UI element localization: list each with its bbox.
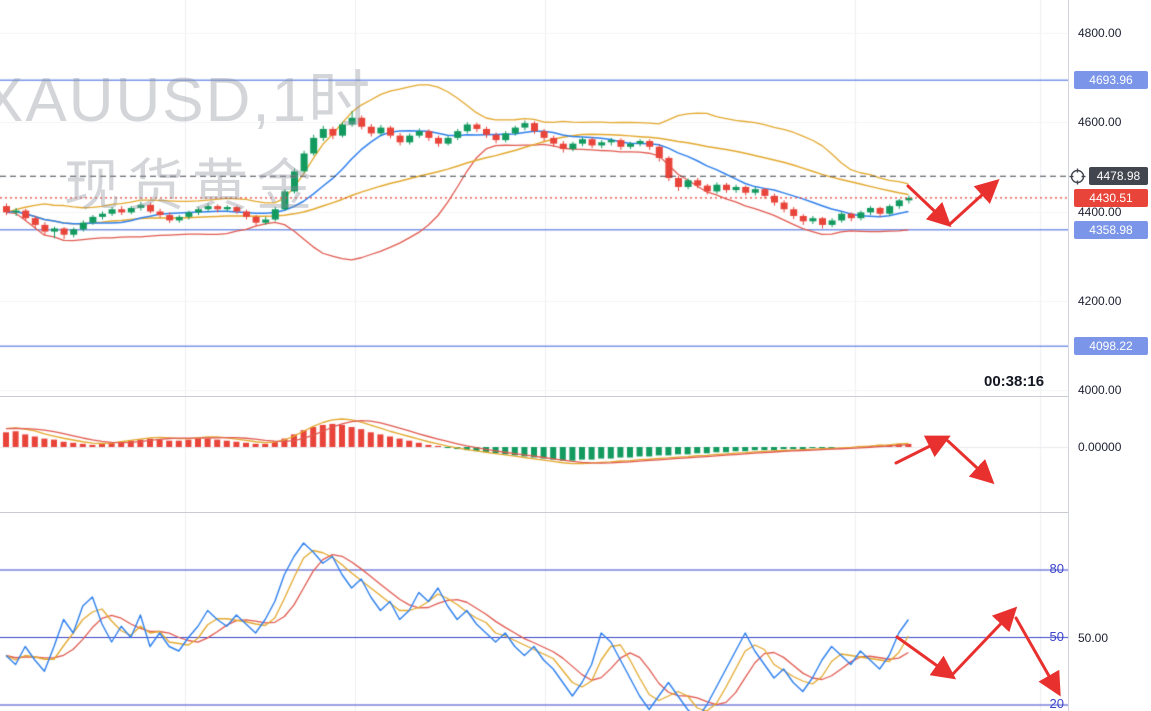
- crosshair-price-badge[interactable]: 4478.98: [1089, 167, 1148, 186]
- candle-countdown: 00:38:16: [984, 373, 1045, 390]
- level-price-badge[interactable]: 4693.96: [1074, 71, 1148, 90]
- stoch-panel-canvas[interactable]: [0, 513, 1068, 711]
- stoch-guide-label: 50: [1049, 628, 1064, 644]
- panel-separator[interactable]: [0, 396, 1151, 397]
- price-axis[interactable]: 4800.00 4600.00 4400.00 4200.00 4000.00 4693.…: [1068, 0, 1151, 711]
- price-axis-tick: 4600.00: [1078, 115, 1122, 130]
- last-price-badge[interactable]: 4430.51: [1074, 188, 1148, 207]
- level-price-badge[interactable]: 4358.98: [1074, 220, 1148, 239]
- price-axis-tick: 4000.00: [1078, 383, 1122, 397]
- price-axis-tick: 4400.00: [1078, 204, 1122, 219]
- macd-axis-tick: 0.00000: [1078, 440, 1122, 454]
- stoch-guide-label: 20: [1049, 696, 1064, 711]
- price-chart-canvas[interactable]: [0, 0, 1068, 396]
- stoch-axis-tick: 50.00: [1078, 630, 1109, 645]
- crosshair-target-icon: [1069, 168, 1086, 185]
- macd-panel-canvas[interactable]: [0, 397, 1068, 512]
- level-price-badge[interactable]: 4098.22: [1074, 337, 1148, 356]
- stoch-guide-label: 80: [1049, 561, 1064, 576]
- price-axis-tick: 4200.00: [1078, 293, 1122, 308]
- panel-separator[interactable]: [0, 512, 1151, 513]
- price-axis-tick: 4800.00: [1078, 26, 1122, 40]
